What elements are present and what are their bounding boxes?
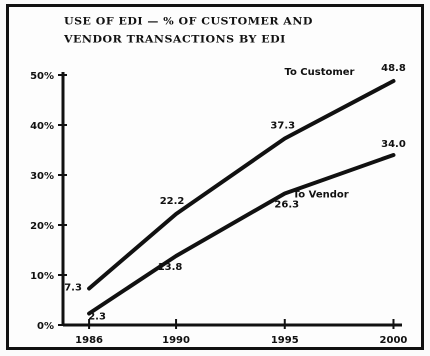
data-label-s1-1995: 26.3 — [274, 200, 299, 211]
chart-title-line-2: VENDOR TRANSACTIONS BY EDI — [64, 33, 286, 46]
series-name-label-1: To Vendor — [293, 190, 349, 201]
data-label-s1-1990: 13.8 — [158, 262, 183, 273]
data-label-s0-1986: 7.3 — [64, 283, 82, 294]
x-tick-label-1990: 1990 — [162, 335, 190, 346]
y-tick-label-10: 10% — [30, 271, 54, 282]
series-name-label-0: To Customer — [284, 67, 354, 78]
series-line-0 — [87, 79, 396, 291]
data-label-s0-1990: 22.2 — [160, 196, 185, 207]
x-tick-label-2000: 2000 — [380, 335, 408, 346]
y-tick-label-40: 40% — [30, 121, 54, 132]
data-label-s1-1986: 2.3 — [88, 312, 106, 323]
y-tick-label-30: 30% — [30, 171, 54, 182]
data-label-s1-2000: 34.0 — [381, 139, 406, 150]
x-tick-label-1986: 1986 — [75, 335, 103, 346]
data-label-s0-1995: 37.3 — [270, 121, 295, 132]
series-line-1 — [87, 153, 396, 316]
y-tick-label-20: 20% — [30, 221, 54, 232]
chart-frame — [6, 4, 424, 350]
y-tick-label-0: 0% — [37, 321, 54, 332]
chart-title-line-1: USE OF EDI — % OF CUSTOMER AND — [64, 15, 313, 28]
y-tick-label-50: 50% — [30, 71, 54, 82]
x-tick-label-1995: 1995 — [271, 335, 299, 346]
data-label-s0-2000: 48.8 — [381, 63, 406, 74]
